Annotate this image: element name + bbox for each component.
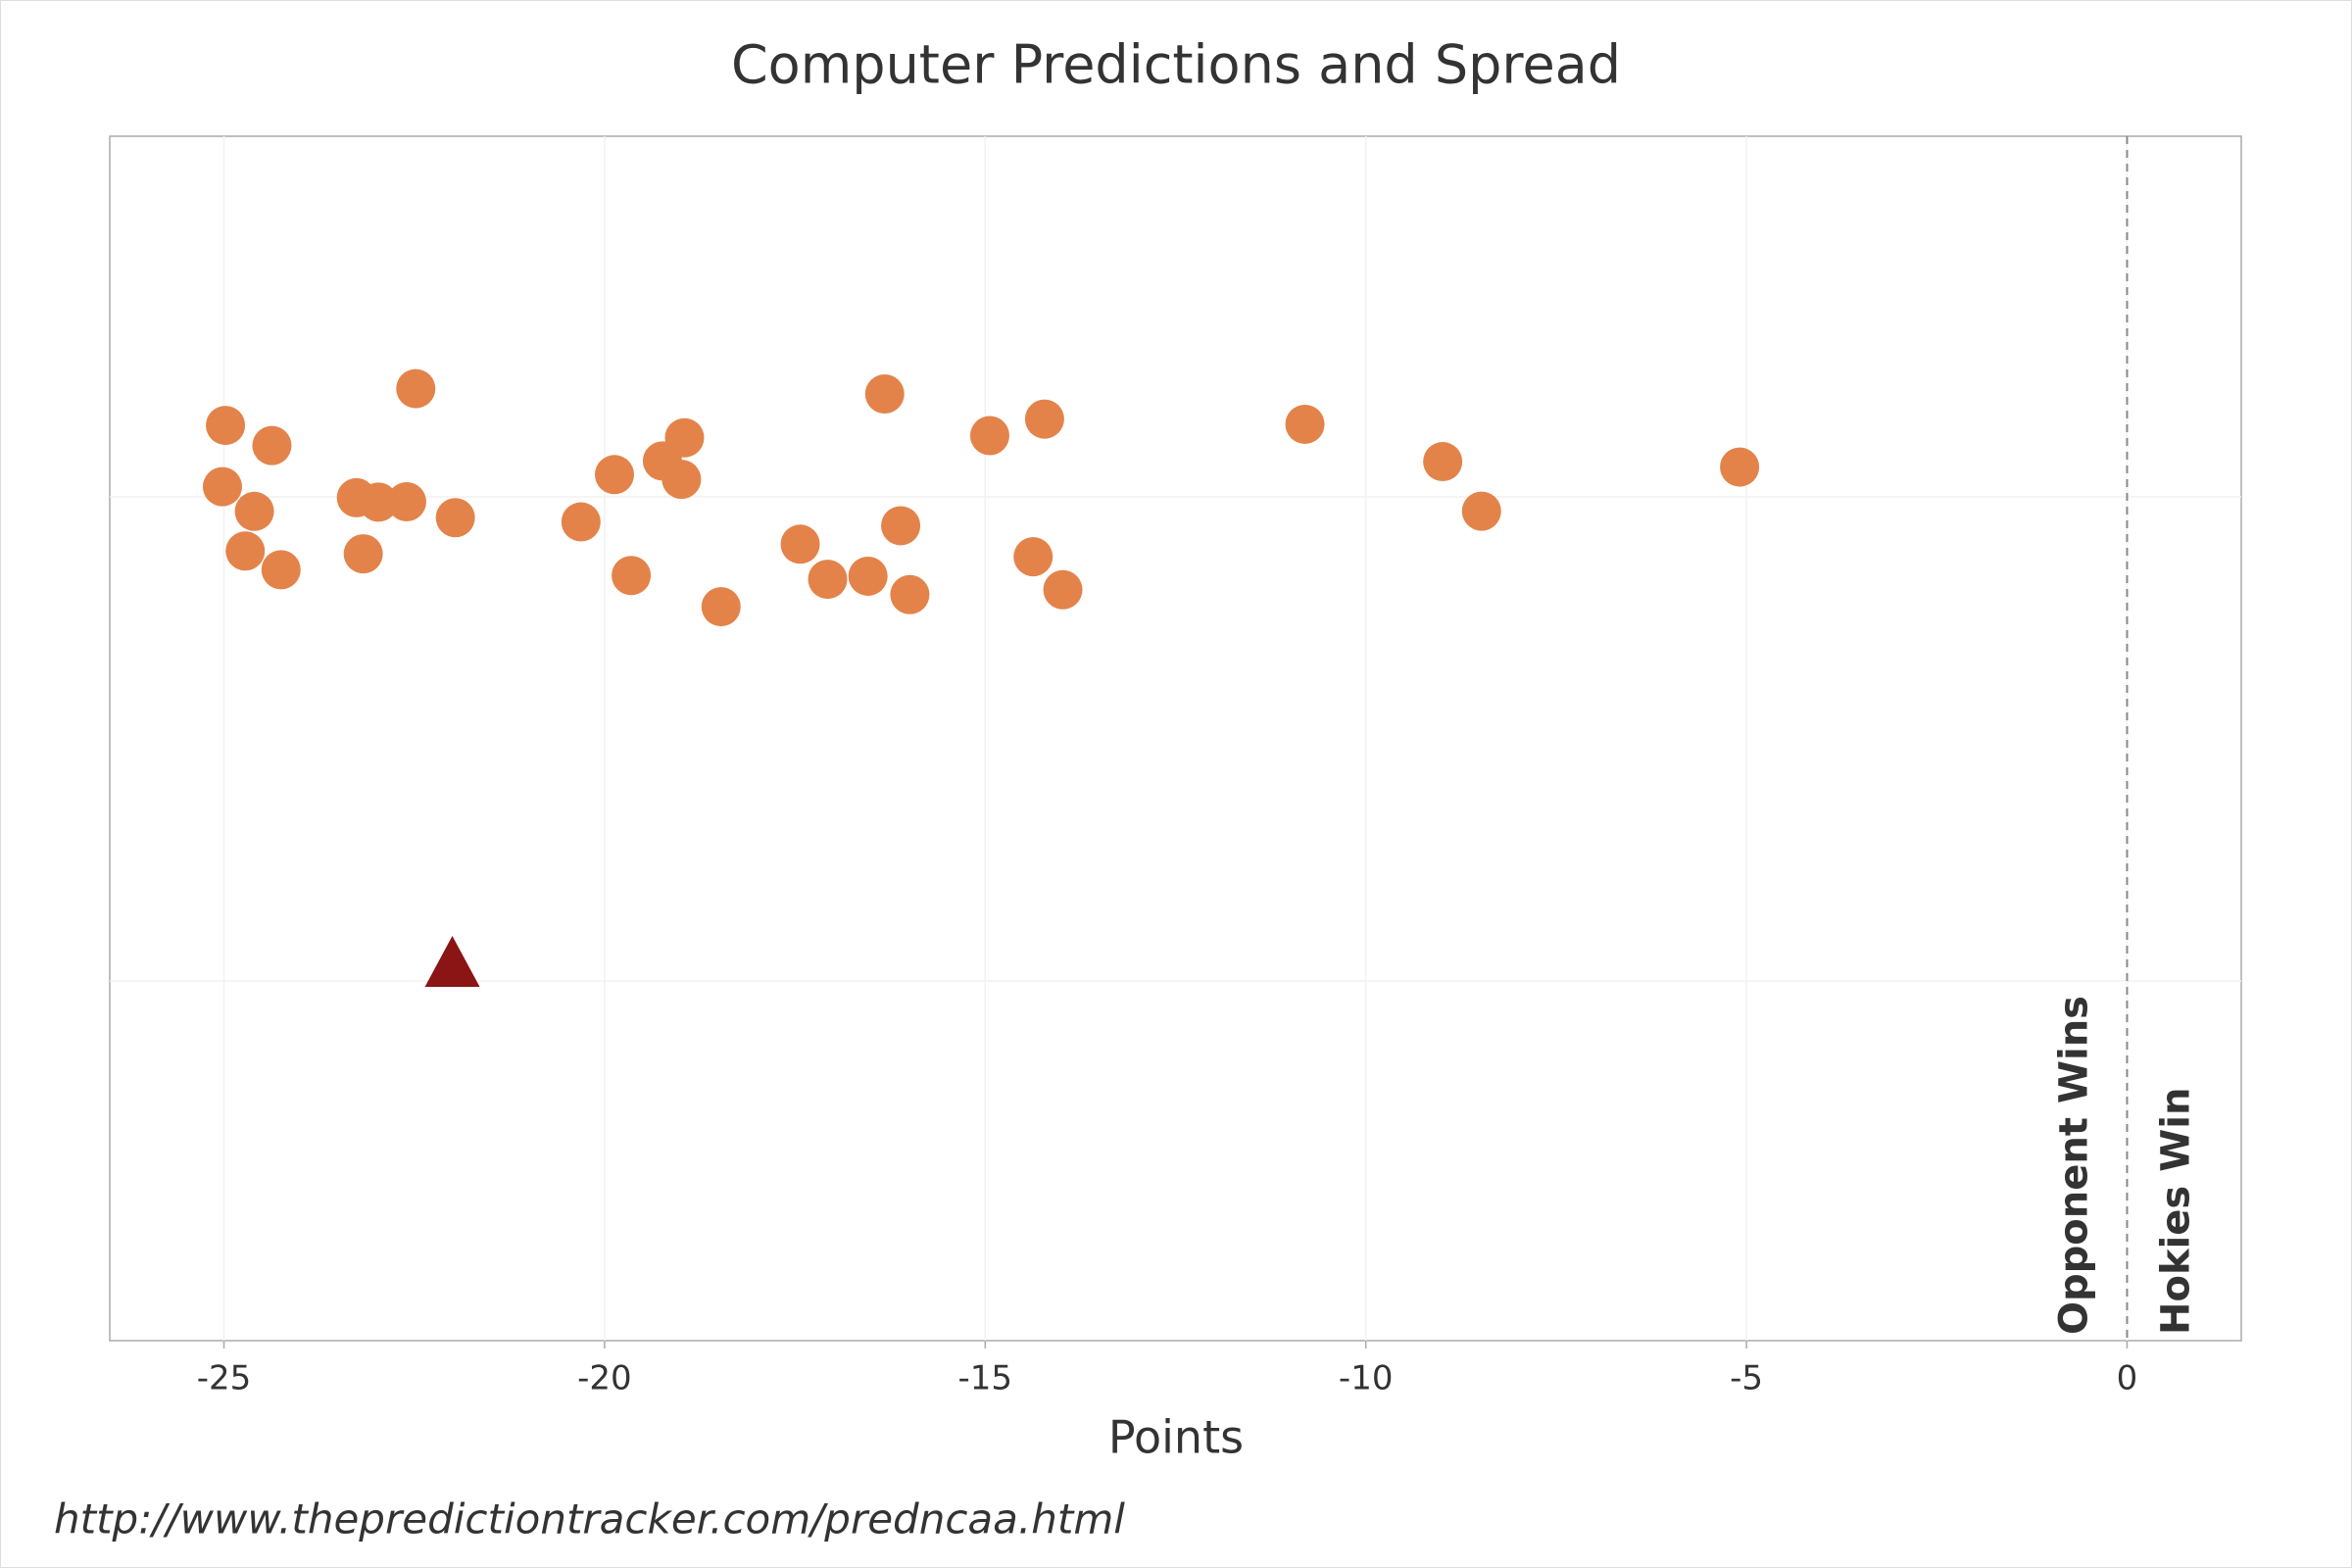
x-tick-label: 0 bbox=[2117, 1359, 2138, 1398]
prediction-point bbox=[234, 491, 274, 531]
prediction-point bbox=[1285, 404, 1325, 444]
spread-marker bbox=[424, 936, 480, 987]
prediction-point bbox=[1720, 447, 1760, 487]
prediction-point bbox=[701, 587, 741, 627]
x-tick-label: -10 bbox=[1339, 1359, 1394, 1398]
plot-frame bbox=[109, 135, 2242, 1342]
prediction-point bbox=[261, 550, 301, 590]
annotation: Hokies Win bbox=[2153, 1088, 2198, 1335]
prediction-point bbox=[664, 417, 705, 458]
prediction-point bbox=[662, 460, 702, 500]
prediction-point bbox=[848, 556, 888, 596]
annotation: Opponent Wins bbox=[2051, 996, 2096, 1335]
prediction-point bbox=[1043, 569, 1083, 610]
source-url: http://www.thepredictiontracker.com/pred… bbox=[54, 1495, 1125, 1544]
prediction-point bbox=[386, 482, 426, 522]
x-axis-label: Points bbox=[1108, 1411, 1244, 1464]
prediction-point bbox=[890, 574, 930, 614]
prediction-point bbox=[561, 502, 601, 542]
x-tick-label: -20 bbox=[577, 1359, 632, 1398]
prediction-point bbox=[612, 556, 652, 596]
prediction-point bbox=[343, 534, 383, 574]
prediction-point bbox=[1423, 442, 1463, 482]
prediction-point bbox=[202, 466, 242, 507]
prediction-point bbox=[969, 416, 1009, 456]
prediction-point bbox=[595, 455, 635, 495]
prediction-point bbox=[206, 406, 246, 446]
prediction-point bbox=[435, 498, 475, 538]
prediction-point bbox=[780, 524, 820, 564]
prediction-point bbox=[252, 425, 292, 466]
prediction-point bbox=[1024, 399, 1064, 439]
prediction-point bbox=[396, 368, 436, 409]
prediction-point bbox=[359, 482, 399, 522]
prediction-point bbox=[864, 373, 905, 414]
prediction-point bbox=[1461, 491, 1501, 531]
x-tick-label: -5 bbox=[1730, 1359, 1763, 1398]
prediction-point bbox=[225, 531, 266, 571]
prediction-point bbox=[1013, 537, 1054, 577]
prediction-point bbox=[808, 560, 848, 600]
chart-title: Computer Predictions and Spread bbox=[731, 34, 1621, 96]
prediction-point bbox=[881, 506, 921, 546]
x-tick-label: -15 bbox=[958, 1359, 1013, 1398]
x-tick-label: -25 bbox=[197, 1359, 252, 1398]
